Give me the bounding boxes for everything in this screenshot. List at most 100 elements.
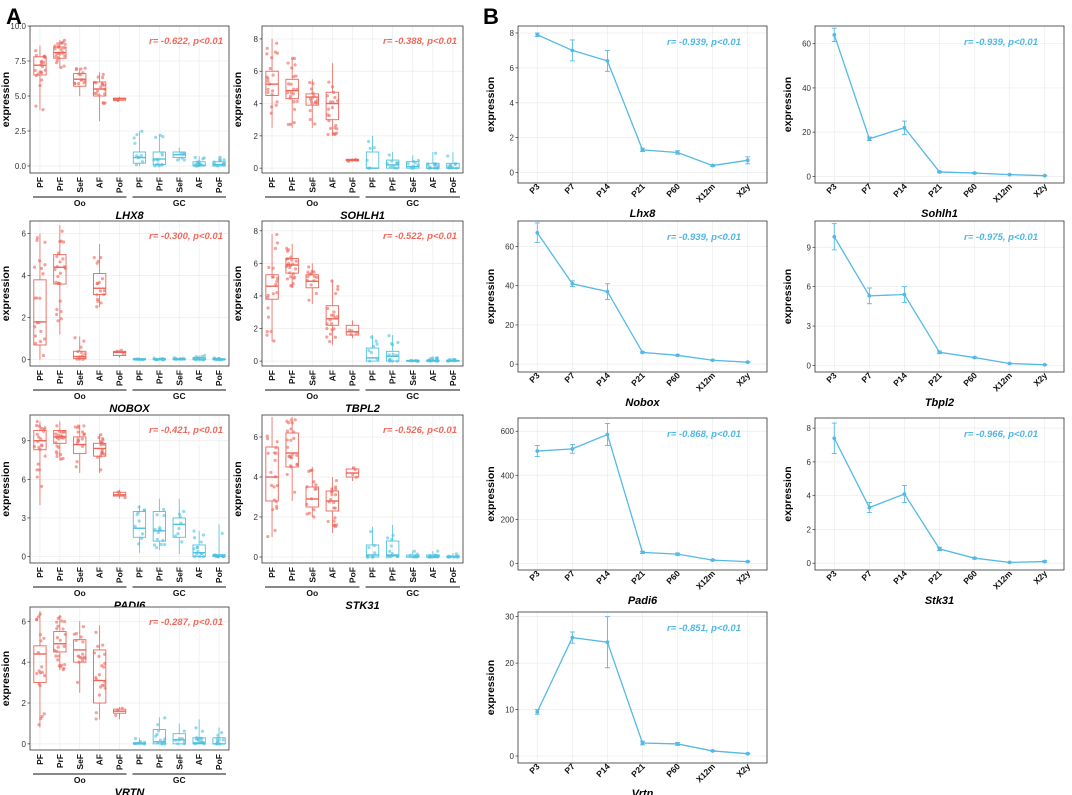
data-point bbox=[449, 163, 453, 167]
data-point bbox=[454, 166, 459, 170]
plot-title: TBPL2 bbox=[345, 403, 380, 415]
x-tick-label: PrF bbox=[388, 177, 398, 191]
data-point bbox=[274, 446, 278, 450]
box-plot-lhx8: 0.0 2.5 5.0 7.5 10.0 PF PrF SeF AF PoF PF PrF SeF AF P… bbox=[0, 22, 230, 222]
data-point bbox=[134, 163, 139, 167]
data-point bbox=[327, 119, 331, 123]
data-point bbox=[330, 85, 335, 89]
data-point bbox=[220, 730, 224, 735]
data-point bbox=[34, 104, 38, 108]
data-point bbox=[101, 437, 105, 441]
data-point bbox=[293, 490, 297, 494]
data-point bbox=[172, 356, 176, 360]
data-point-p60 bbox=[972, 355, 977, 360]
data-point bbox=[291, 262, 295, 266]
data-point bbox=[306, 270, 310, 274]
data-point bbox=[394, 353, 398, 357]
data-point bbox=[57, 251, 61, 255]
x-tick-label: PrF bbox=[388, 567, 398, 581]
data-point bbox=[63, 632, 67, 636]
data-point bbox=[192, 547, 196, 551]
x-tick-label: AF bbox=[327, 567, 337, 578]
group-label-gc: GC bbox=[406, 198, 419, 208]
data-point bbox=[325, 322, 329, 326]
plot-background bbox=[262, 221, 463, 366]
data-point bbox=[290, 66, 294, 70]
data-point-p60 bbox=[972, 171, 977, 175]
box-y-tick-label: 10.0 bbox=[10, 22, 26, 31]
x-tick-label: P21 bbox=[926, 181, 944, 199]
data-point bbox=[182, 739, 187, 744]
data-point bbox=[199, 163, 204, 167]
data-point bbox=[101, 101, 105, 105]
x-tick-label: PF bbox=[35, 567, 45, 578]
data-point bbox=[295, 87, 299, 91]
data-point bbox=[273, 246, 277, 250]
data-point bbox=[216, 733, 220, 737]
data-point bbox=[99, 301, 103, 305]
data-point bbox=[40, 714, 44, 719]
y-axis-label: expression bbox=[0, 651, 12, 706]
data-point bbox=[330, 279, 334, 283]
data-point bbox=[60, 41, 64, 45]
plot-title: Vrtn bbox=[632, 788, 654, 795]
data-point bbox=[61, 51, 65, 55]
data-point bbox=[134, 741, 138, 745]
data-point bbox=[270, 89, 275, 93]
group-label-oo: Oo bbox=[74, 391, 86, 401]
x-tick-label: PrF bbox=[388, 370, 398, 384]
y-axis-label: expression bbox=[485, 466, 497, 521]
data-point bbox=[62, 644, 66, 648]
data-point bbox=[199, 540, 203, 544]
data-point bbox=[115, 349, 119, 353]
panel-label-a: A bbox=[6, 4, 22, 29]
x-tick-label: P14 bbox=[594, 370, 612, 388]
data-point bbox=[100, 277, 105, 281]
data-point bbox=[272, 339, 276, 343]
data-point bbox=[290, 284, 294, 288]
data-point bbox=[60, 229, 64, 233]
box-pf bbox=[265, 446, 279, 502]
data-point bbox=[291, 281, 295, 286]
x-tick-label: AF bbox=[194, 370, 204, 381]
data-point bbox=[61, 667, 65, 672]
data-point bbox=[103, 87, 107, 91]
data-point bbox=[103, 680, 107, 684]
data-point bbox=[54, 450, 58, 454]
data-point bbox=[137, 505, 141, 509]
data-point bbox=[182, 158, 186, 162]
plot-title: Stk31 bbox=[925, 595, 954, 607]
data-point bbox=[36, 462, 40, 466]
data-point bbox=[63, 54, 67, 58]
data-point bbox=[77, 655, 81, 659]
x-tick-label: SeF bbox=[307, 567, 317, 583]
data-point-p3 bbox=[535, 449, 540, 453]
data-point bbox=[387, 353, 391, 357]
data-point bbox=[194, 164, 198, 168]
data-point bbox=[154, 358, 159, 362]
data-point bbox=[194, 726, 198, 730]
data-point bbox=[449, 358, 453, 362]
data-point bbox=[334, 291, 338, 296]
data-point bbox=[103, 452, 107, 456]
data-point bbox=[199, 736, 203, 740]
data-point bbox=[391, 352, 395, 356]
x-tick-label: PF bbox=[134, 567, 144, 578]
data-point bbox=[368, 359, 372, 363]
data-point bbox=[80, 444, 85, 448]
data-point bbox=[428, 553, 432, 558]
x-tick-label: SeF bbox=[408, 567, 418, 583]
data-point bbox=[159, 357, 164, 361]
data-point bbox=[292, 87, 296, 91]
data-point bbox=[293, 267, 298, 271]
data-point bbox=[97, 654, 101, 658]
data-point bbox=[152, 543, 157, 547]
box-y-tick-label: 2.5 bbox=[15, 127, 27, 136]
data-point bbox=[73, 82, 77, 86]
data-point bbox=[55, 627, 59, 631]
data-point bbox=[265, 330, 269, 334]
data-point bbox=[75, 460, 79, 464]
plot-frame bbox=[814, 25, 1065, 184]
